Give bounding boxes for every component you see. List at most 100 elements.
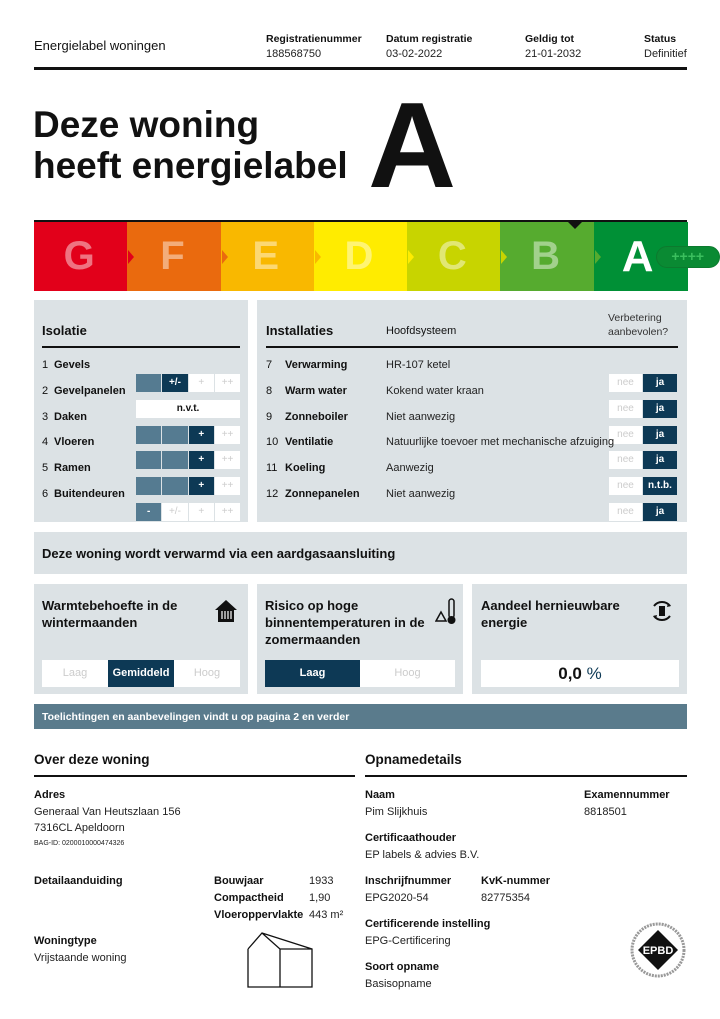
row-name: Verwarming (285, 359, 348, 371)
adres-city: 7316CL Apeldoorn (34, 822, 125, 834)
improve-yes: ja (643, 451, 677, 470)
rating-cell: ++ (214, 425, 241, 444)
hernieuwbaar-value-box: 0,0 % (481, 660, 679, 687)
woning-title: Over deze woning (34, 752, 150, 767)
hernieuwbaar-value: 0,0 (558, 664, 582, 683)
warmte-laag: Laag (62, 667, 88, 679)
energy-class-letter: B (531, 234, 560, 278)
inschr-label: Inschrijfnummer (365, 875, 452, 887)
opname-title: Opnamedetails (365, 752, 462, 767)
energy-class-letter: F (160, 234, 185, 278)
rating-cell (136, 374, 162, 392)
inst-label: Certificerende instelling (365, 918, 491, 930)
row-number: 12 (266, 488, 279, 500)
chevron-icon (501, 250, 508, 264)
energy-class-letter: C (437, 234, 467, 278)
rating-cell: ++ (214, 374, 241, 392)
energy-class-letter: E (252, 234, 280, 278)
compact-value: 1,90 (309, 892, 331, 904)
installatie-row: 12 Zonnepanelen Niet aanwezig nee ja (266, 485, 678, 521)
thermometer-warning-icon (435, 598, 456, 624)
status-label: Status (644, 33, 677, 45)
cert-label: Certificaathouder (365, 832, 457, 844)
exam-label: Examennummer (584, 789, 670, 801)
energy-class-c: C (407, 222, 508, 291)
rating-cell: - (136, 503, 162, 521)
hernieuwbaar-title: Aandeel hernieuwbare energie (481, 598, 620, 630)
row-name: Daken (54, 410, 88, 423)
heating-banner: Deze woning wordt verwarmd via een aardg… (34, 532, 687, 574)
installaties-panel: Installaties Hoofdsysteem Verbetering aa… (257, 300, 687, 522)
improve-no: nee (609, 451, 642, 470)
valid-value: 21-01-2032 (525, 48, 582, 60)
installaties-title: Installaties (266, 323, 334, 338)
row-name: Vloeren (54, 436, 95, 449)
hero-title: Deze woning heeft energielabel (33, 104, 348, 186)
adres-label: Adres (34, 789, 66, 801)
valid-label: Geldig tot (525, 33, 574, 45)
isolatie-row: 3 Daken + ++ (42, 408, 241, 444)
improve-no: nee (609, 399, 642, 418)
energy-class-g: G (34, 222, 135, 291)
row-number: 9 (266, 410, 273, 423)
improve-no: nee (609, 503, 642, 521)
kvk-label: KvK-nummer (481, 875, 551, 887)
rating-cell: + (188, 477, 214, 496)
improve-yes: ja (643, 374, 677, 392)
row-system: Kokend water kraan (386, 384, 484, 397)
plus-badge: ++++ (655, 246, 720, 268)
exam-value: 8818501 (584, 806, 627, 818)
energy-class-f: F (127, 222, 228, 291)
heating-text: Deze woning wordt verwarmd via een aardg… (42, 546, 396, 561)
warmte-title: Warmtebehoefte in de wintermaanden (42, 598, 178, 630)
energy-class-letter: D (344, 234, 374, 278)
renewable-cycle-icon (653, 601, 671, 621)
kvk-value: 82775354 (481, 892, 530, 904)
row-system: Niet aanwezig (386, 410, 456, 423)
info-text: Toelichtingen en aanbevelingen vindt u o… (42, 711, 350, 723)
improve-no: nee (609, 425, 642, 444)
bouwjaar-label: Bouwjaar (214, 875, 264, 887)
soort-value: Basisopname (365, 978, 432, 990)
date-label: Datum registratie (386, 33, 473, 45)
compact-label: Compactheid (214, 892, 284, 904)
rating-cell (136, 477, 162, 496)
energy-class-d: D (313, 222, 415, 291)
rating-cell: +/- (162, 503, 188, 521)
reg-value: 188568750 (266, 48, 322, 60)
row-number: 8 (266, 384, 273, 397)
rating-cell (136, 451, 162, 470)
hero-line-1: Deze woning (33, 104, 260, 145)
row-system: Natuurlijke toevoer met mechanische afzu… (386, 436, 615, 449)
isolatie-row: 4 Vloeren + ++ (42, 433, 241, 470)
rating-cell (162, 425, 188, 444)
isolatie-row: 5 Ramen + ++ (42, 459, 241, 496)
improve-yes: ja (643, 399, 677, 418)
row-number: 11 (266, 462, 278, 475)
rating-cell: + (188, 374, 214, 392)
energy-class-letter: G (63, 234, 95, 278)
active-pointer-icon (567, 221, 583, 229)
chevron-icon (314, 250, 321, 264)
risico-laag: Laag (265, 660, 360, 687)
detached-house-icon (247, 932, 313, 988)
row-name: Ventilatie (285, 436, 334, 449)
improve-yes: n.t.b. (643, 477, 677, 496)
vloer-label: Vloeroppervlakte (214, 909, 304, 921)
bag-id: BAG-ID: 0200010000474326 (34, 840, 125, 847)
improve-yes: ja (643, 425, 677, 444)
rating-cell: ++ (214, 477, 241, 496)
installatie-row: 10 Ventilatie Natuurlijke toevoer met mech… (266, 433, 678, 470)
isolatie-title: Isolatie (42, 323, 87, 338)
row-system: Aanwezig (386, 462, 434, 475)
status-value: Definitief (644, 48, 687, 60)
row-name: Buitendeuren (54, 488, 125, 500)
isolatie-row: 2 Gevelpanelen n.v.t. (42, 382, 240, 418)
type-label: Woningtype (34, 935, 97, 947)
reg-label: Registratienummer (266, 33, 362, 45)
card-hernieuwbaar: Aandeel hernieuwbare energie 0,0 % (472, 584, 687, 694)
chevron-icon (128, 250, 135, 264)
inschr-value: EPG2020-54 (365, 892, 429, 904)
rating-cell (162, 477, 188, 496)
document-title: Energielabel woningen (34, 38, 166, 53)
